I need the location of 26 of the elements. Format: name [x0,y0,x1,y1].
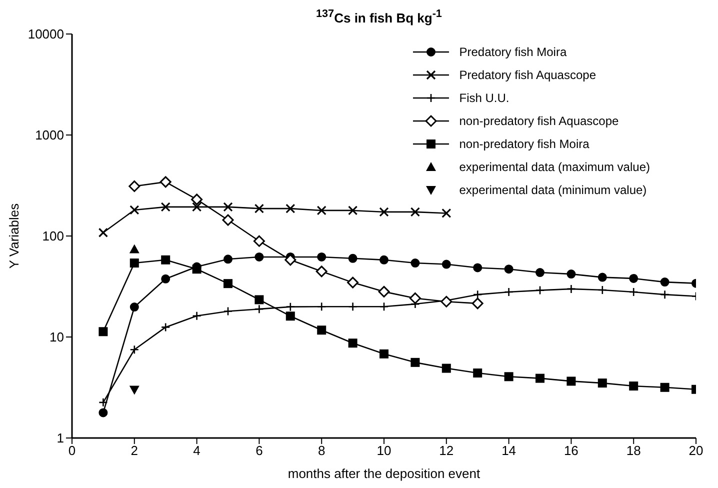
x-tick-label: 14 [502,443,516,458]
legend-label: non-predatory fish Aquascope [459,114,619,128]
chart-title: $^{137}$Cs in fish Bq kg$^{-1}$ [315,8,443,26]
y-tick-label: 100 [42,228,64,244]
legend-label: non-predatory fish Moira [459,136,590,150]
x-tick-label: 2 [130,443,138,458]
legend-label: experimental data (minimum value) [459,182,647,196]
x-tick-label: 6 [256,443,263,458]
x-tick-label: 0 [68,443,76,458]
x-tick-label: 16 [564,443,578,458]
x-tick-label: 10 [376,443,392,458]
legend-label: Predatory fish Aquascope [459,68,596,82]
y-axis-title: Y Variables [6,202,22,269]
x-tick-label: 8 [318,443,326,458]
legend-label: experimental data (maximum value) [459,160,650,174]
y-tick-label: 1 [56,430,64,446]
x-tick-label: 12 [439,443,454,458]
legend-label: Fish U.U. [459,90,510,104]
y-tick-label: 10 [50,330,64,345]
x-tick-label: 20 [688,443,704,458]
legend-label: Predatory fish Moira [459,44,567,58]
x-axis-title: months after the deposition event [288,466,481,481]
y-tick-label: 10000 [28,26,64,42]
x-tick-label: 4 [193,443,200,458]
x-tick-label: 18 [626,443,641,458]
y-tick-label: 1000 [35,128,64,143]
